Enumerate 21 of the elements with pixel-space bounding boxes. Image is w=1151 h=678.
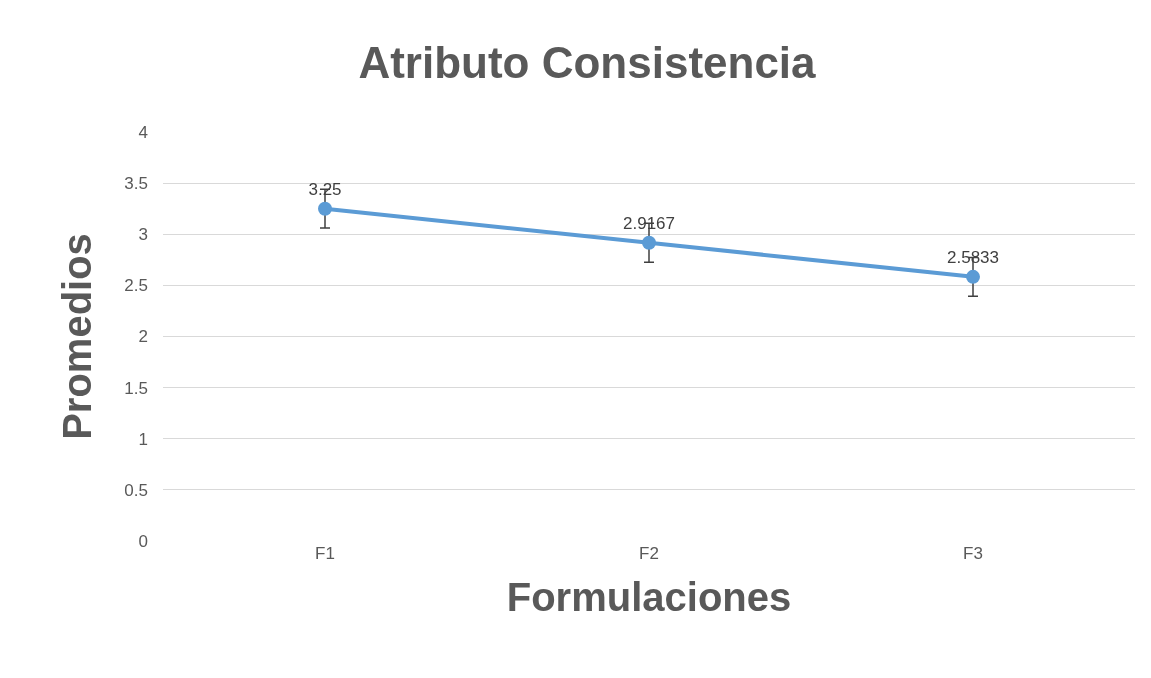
y-axis-title: Promedios — [54, 233, 99, 440]
data-label: 2.9167 — [623, 213, 675, 233]
point — [642, 235, 656, 250]
x-tick-label: F1 — [315, 544, 335, 563]
x-axis-title: Formulaciones — [506, 574, 792, 619]
y-tick-label: 2.5 — [124, 276, 148, 296]
y-tick-label: 1 — [138, 429, 148, 449]
y-tick-label: 0 — [138, 531, 148, 551]
x-tick-label: F3 — [963, 544, 983, 563]
y-tick-label: 3.5 — [124, 174, 148, 194]
y-tick-label: 4 — [138, 122, 148, 142]
point — [966, 269, 980, 284]
y-tick-label: 1.5 — [124, 378, 148, 398]
y-tick-label: 2 — [138, 327, 148, 347]
point — [318, 201, 332, 216]
x-tick-label: F2 — [639, 544, 659, 563]
y-tick-label: 0.5 — [124, 480, 148, 500]
chart-title: Atributo Consistencia — [358, 38, 817, 88]
data-label: 2.5833 — [947, 247, 999, 267]
data-label: 3.25 — [308, 179, 342, 199]
y-tick-label: 3 — [138, 225, 148, 245]
